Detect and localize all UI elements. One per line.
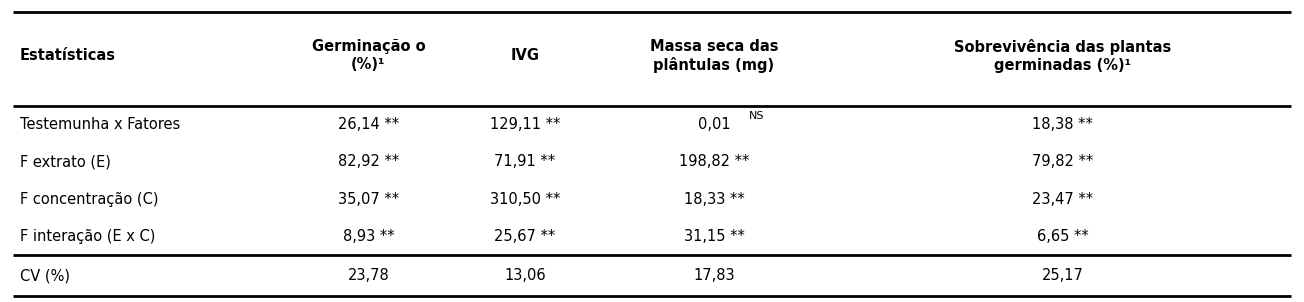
Text: F interação (E x C): F interação (E x C) [20, 229, 155, 244]
Text: Massa seca das
plântulas (mg): Massa seca das plântulas (mg) [649, 39, 778, 73]
Text: 25,67 **: 25,67 ** [494, 229, 556, 244]
Text: F concentração (C): F concentração (C) [20, 192, 158, 207]
Text: 23,47 **: 23,47 ** [1033, 192, 1093, 207]
Text: Testemunha x Fatores: Testemunha x Fatores [20, 117, 180, 132]
Text: 35,07 **: 35,07 ** [338, 192, 399, 207]
Text: 26,14 **: 26,14 ** [338, 117, 399, 132]
Text: 129,11 **: 129,11 ** [490, 117, 559, 132]
Text: IVG: IVG [510, 48, 540, 63]
Text: 0,01: 0,01 [698, 117, 730, 132]
Text: 6,65 **: 6,65 ** [1037, 229, 1089, 244]
Text: Estatísticas: Estatísticas [20, 48, 116, 63]
Text: 18,33 **: 18,33 ** [683, 192, 745, 207]
Text: 8,93 **: 8,93 ** [343, 229, 394, 244]
Text: NS: NS [748, 111, 764, 121]
Text: 310,50 **: 310,50 ** [490, 192, 559, 207]
Text: CV (%): CV (%) [20, 268, 69, 283]
Text: 13,06: 13,06 [505, 268, 545, 283]
Text: Sobrevivência das plantas
germinadas (%)¹: Sobrevivência das plantas germinadas (%)… [955, 39, 1171, 73]
Text: 18,38 **: 18,38 ** [1033, 117, 1093, 132]
Text: 79,82 **: 79,82 ** [1033, 154, 1093, 169]
Text: F extrato (E): F extrato (E) [20, 154, 111, 169]
Text: 198,82 **: 198,82 ** [679, 154, 748, 169]
Text: Germinação o
(%)¹: Germinação o (%)¹ [312, 39, 425, 72]
Text: 31,15 **: 31,15 ** [683, 229, 745, 244]
Text: 25,17: 25,17 [1042, 268, 1084, 283]
Text: 82,92 **: 82,92 ** [338, 154, 399, 169]
Text: 23,78: 23,78 [347, 268, 390, 283]
Text: 71,91 **: 71,91 ** [494, 154, 556, 169]
Text: 17,83: 17,83 [694, 268, 734, 283]
